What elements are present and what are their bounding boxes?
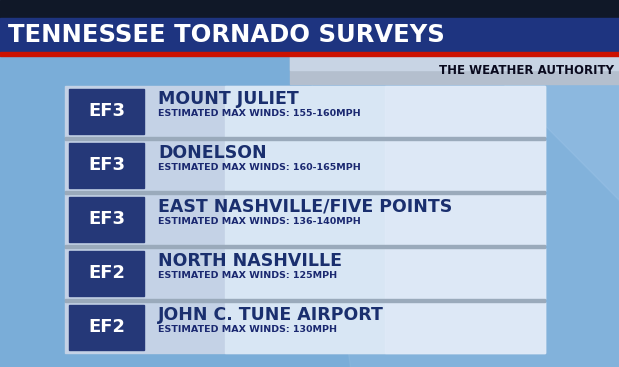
Bar: [65, 140, 545, 191]
Bar: [385, 194, 545, 245]
Text: ESTIMATED MAX WINDS: 136-140MPH: ESTIMATED MAX WINDS: 136-140MPH: [158, 218, 361, 226]
Bar: [65, 194, 545, 245]
Bar: [0, 18, 619, 52]
Text: DONELSON: DONELSON: [158, 143, 267, 161]
Bar: [65, 137, 545, 140]
Text: ESTIMATED MAX WINDS: 130MPH: ESTIMATED MAX WINDS: 130MPH: [158, 326, 337, 334]
Bar: [65, 245, 545, 248]
Bar: [65, 302, 545, 353]
Bar: [65, 248, 545, 299]
Text: EF2: EF2: [88, 319, 125, 337]
Text: TENNESSEE TORNADO SURVEYS: TENNESSEE TORNADO SURVEYS: [8, 23, 444, 47]
Bar: [69, 251, 144, 296]
Bar: [69, 197, 144, 242]
Bar: [225, 140, 545, 191]
Text: THE WEATHER AUTHORITY: THE WEATHER AUTHORITY: [439, 63, 614, 76]
Text: ESTIMATED MAX WINDS: 160-165MPH: ESTIMATED MAX WINDS: 160-165MPH: [158, 164, 361, 172]
Bar: [65, 191, 545, 194]
Text: NORTH NASHVILLE: NORTH NASHVILLE: [158, 251, 342, 269]
Bar: [385, 248, 545, 299]
Text: EF3: EF3: [88, 102, 125, 120]
Bar: [65, 86, 545, 137]
Bar: [65, 299, 545, 302]
Text: EF3: EF3: [88, 156, 125, 174]
Bar: [290, 56, 619, 84]
Bar: [225, 302, 545, 353]
Bar: [225, 248, 545, 299]
Bar: [69, 143, 144, 188]
Bar: [385, 86, 545, 137]
Text: MOUNT JULIET: MOUNT JULIET: [158, 90, 299, 108]
Text: ESTIMATED MAX WINDS: 125MPH: ESTIMATED MAX WINDS: 125MPH: [158, 272, 337, 280]
Bar: [69, 305, 144, 350]
Text: ESTIMATED MAX WINDS: 155-160MPH: ESTIMATED MAX WINDS: 155-160MPH: [158, 109, 361, 119]
Bar: [69, 89, 144, 134]
Bar: [290, 56, 619, 70]
Bar: [385, 140, 545, 191]
Bar: [385, 302, 545, 353]
Text: EF3: EF3: [88, 211, 125, 229]
Polygon shape: [300, 0, 619, 367]
Text: EAST NASHVILLE/FIVE POINTS: EAST NASHVILLE/FIVE POINTS: [158, 197, 452, 215]
Bar: [225, 86, 545, 137]
Text: EF2: EF2: [88, 265, 125, 283]
Bar: [225, 194, 545, 245]
Polygon shape: [420, 0, 619, 200]
Bar: [0, 0, 619, 18]
Text: JOHN C. TUNE AIRPORT: JOHN C. TUNE AIRPORT: [158, 305, 384, 323]
Bar: [0, 52, 619, 56]
